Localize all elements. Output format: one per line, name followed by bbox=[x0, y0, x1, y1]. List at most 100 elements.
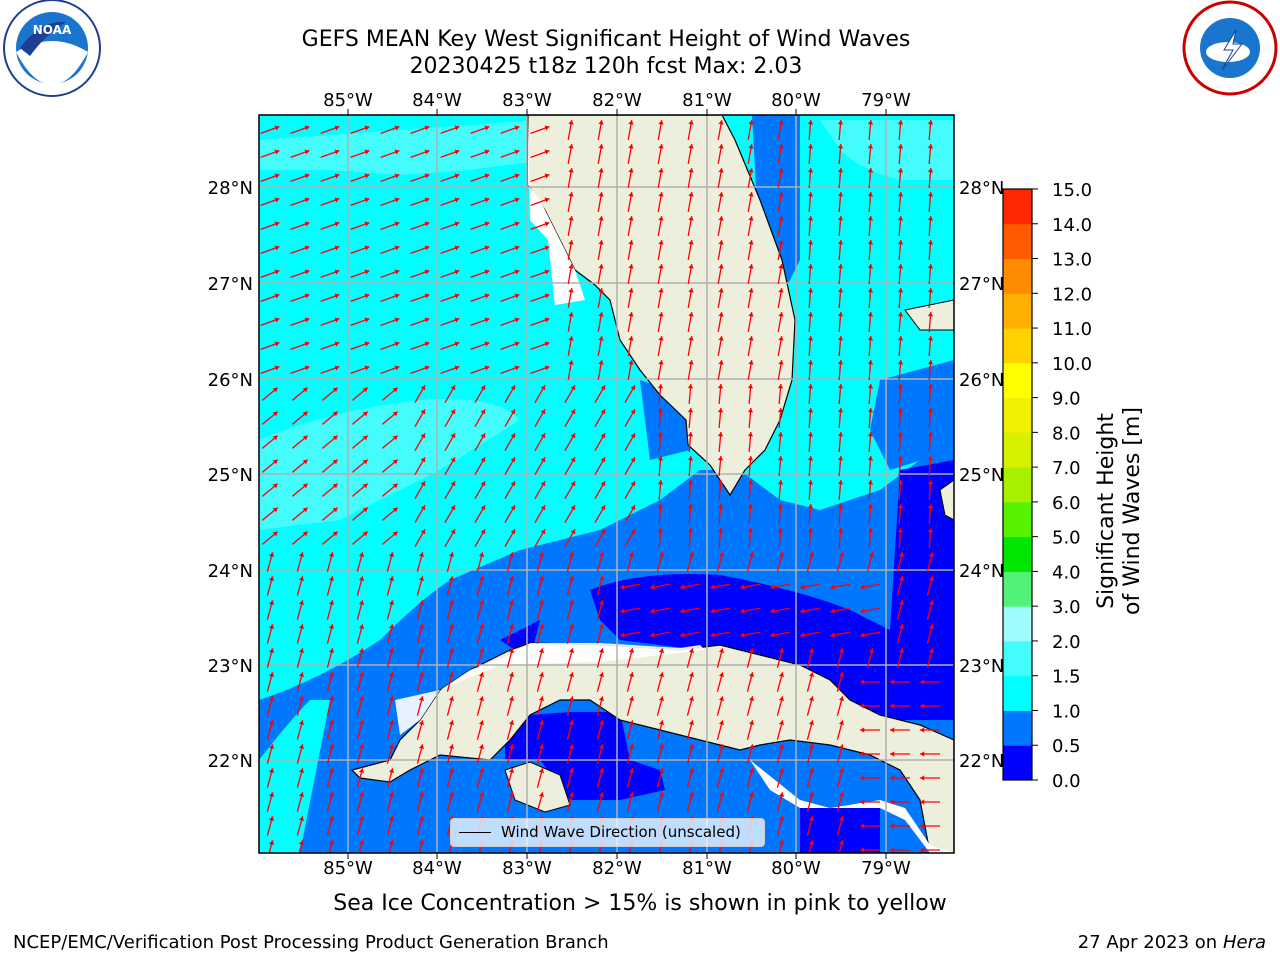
wave-arrow-head bbox=[807, 312, 814, 317]
wave-arrow-head bbox=[568, 360, 574, 365]
wave-arrow-head bbox=[687, 528, 694, 533]
colorbar-title: Significant Height of Wind Waves [m] bbox=[1094, 407, 1145, 615]
wave-arrow-head bbox=[927, 120, 934, 125]
wave-arrow-head bbox=[658, 144, 664, 149]
wave-arrow-head bbox=[544, 221, 550, 227]
wave-arrow-head bbox=[718, 720, 725, 726]
wave-arrow-head bbox=[388, 624, 395, 630]
wave-arrow-head bbox=[268, 696, 275, 702]
wave-arrow-head bbox=[304, 221, 310, 227]
coastal-mask bbox=[750, 760, 954, 853]
wave-arrow-head bbox=[628, 120, 634, 125]
wave-arrow-head bbox=[867, 384, 874, 389]
wave-arrow-head bbox=[568, 672, 575, 678]
wave-arrow-head bbox=[298, 552, 305, 558]
wave-arrow-head bbox=[514, 221, 520, 227]
wave-arrow-head bbox=[620, 584, 625, 590]
wave-arrow-head bbox=[598, 312, 604, 317]
wave-arrow-head bbox=[364, 269, 370, 275]
wave-arrow-head bbox=[657, 384, 664, 389]
wave-arrow-head bbox=[778, 840, 785, 846]
wave-arrow-head bbox=[480, 529, 486, 535]
wave-arrow-head bbox=[680, 632, 685, 638]
wave-arrow-head bbox=[510, 529, 516, 535]
wave-arrow-head bbox=[272, 459, 278, 465]
wave-arrow-head bbox=[748, 360, 754, 365]
wave-arrow-head bbox=[484, 317, 490, 323]
colorbar: 0.0 0.5 1.0 1.5 2.0 3.0 4.0 5.0 6.0 7.0 8.0 9.0 10.0… bbox=[1002, 180, 1092, 792]
wave-arrow-head bbox=[568, 624, 575, 630]
wave-arrow-head bbox=[860, 703, 865, 709]
wave-arrow-head bbox=[688, 120, 694, 125]
wave-arrow-head bbox=[598, 768, 605, 774]
wave-arrow-head bbox=[394, 341, 400, 347]
wave-arrow-head bbox=[358, 840, 365, 846]
wave-arrow-head bbox=[800, 584, 805, 590]
wave-arrow-head bbox=[838, 768, 845, 774]
wave-arrow-head bbox=[274, 173, 280, 179]
wave-arrow-head bbox=[778, 792, 785, 798]
wave-arrow-head bbox=[568, 552, 575, 558]
wave-arrow-head bbox=[898, 576, 905, 582]
wave-arrow-head bbox=[657, 432, 664, 437]
wave-arrow-head bbox=[688, 216, 694, 221]
wave-arrow-head bbox=[718, 696, 725, 702]
wave-arrow-head bbox=[392, 435, 398, 441]
wave-arrow-head bbox=[718, 240, 724, 245]
wave-arrow-head bbox=[778, 144, 784, 149]
wave-arrow-head bbox=[420, 529, 426, 535]
wave-arrow-head bbox=[860, 584, 865, 590]
wave-arrow-head bbox=[837, 528, 844, 533]
wave-arrow-head bbox=[890, 775, 895, 781]
wave-arrow-head bbox=[508, 576, 515, 582]
wave-arrow-head bbox=[334, 293, 340, 299]
wave-arrow-head bbox=[448, 600, 455, 606]
wave-arrow-head bbox=[332, 483, 338, 489]
wave-arrow-head bbox=[544, 365, 550, 371]
wave-arrow-head bbox=[778, 648, 785, 654]
wave-arrow-head bbox=[358, 672, 365, 678]
wave-arrow-head bbox=[418, 648, 425, 654]
wave-arrow-head bbox=[897, 168, 904, 173]
wave-arrow-head bbox=[658, 288, 664, 293]
wave-arrow-head bbox=[418, 768, 425, 774]
wave-arrow-head bbox=[867, 528, 874, 533]
wave-arrow-head bbox=[388, 720, 395, 726]
wave-arrow-head bbox=[304, 269, 310, 275]
svg-text:NOAA: NOAA bbox=[33, 23, 72, 37]
wave-arrow-head bbox=[454, 245, 460, 251]
wave-arrow-head bbox=[544, 125, 550, 131]
wave-arrow-head bbox=[302, 435, 308, 441]
wave-arrow-head bbox=[837, 384, 844, 389]
wave-arrow-head bbox=[328, 768, 335, 774]
wave-arrow-head bbox=[568, 720, 575, 726]
wave-arrow-head bbox=[480, 481, 486, 487]
wave-arrow-head bbox=[897, 144, 904, 149]
colorbar-segment bbox=[1003, 293, 1032, 329]
wave-arrow-head bbox=[424, 197, 430, 203]
wave-arrow-head bbox=[928, 648, 935, 654]
colorbar-segment bbox=[1003, 362, 1032, 399]
wave-arrow-head bbox=[650, 584, 655, 590]
wave-arrow-head bbox=[544, 341, 550, 347]
lon-label: 81°W bbox=[682, 90, 732, 111]
wave-arrow-head bbox=[630, 529, 636, 535]
wave-arrow-head bbox=[274, 269, 280, 275]
wave-arrow-head bbox=[508, 696, 515, 702]
wave-arrow-head bbox=[484, 365, 490, 371]
wave-arrow-head bbox=[837, 192, 844, 197]
wave-arrow-head bbox=[740, 584, 745, 590]
wave-arrow-head bbox=[508, 552, 515, 558]
footer-host: Hera bbox=[1222, 932, 1266, 953]
wave-arrow-head bbox=[538, 624, 545, 630]
colorbar-segment bbox=[1003, 223, 1032, 260]
wave-arrow-head bbox=[748, 744, 755, 750]
lat-label: 22°N bbox=[208, 751, 253, 772]
wave-arrow-head bbox=[807, 384, 814, 389]
wave-arrow-head bbox=[514, 293, 520, 299]
wave-arrow-head bbox=[718, 312, 724, 317]
wave-arrow-head bbox=[450, 433, 456, 439]
wave-arrow-head bbox=[298, 792, 305, 798]
wave-arrow-head bbox=[454, 221, 460, 227]
wave-arrow-head bbox=[544, 317, 550, 323]
